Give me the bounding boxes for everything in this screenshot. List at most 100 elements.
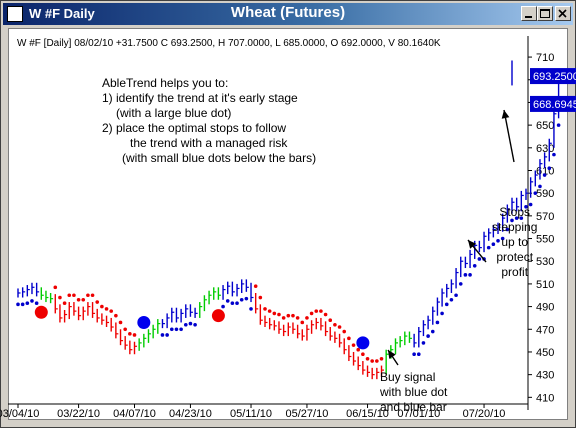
stop-dot [132, 333, 137, 337]
stop-dot [193, 322, 197, 327]
stop-dot [412, 352, 416, 357]
x-tick-label: 07/20/10 [463, 408, 506, 420]
stop-dot [370, 359, 374, 363]
stop-dot [444, 302, 449, 307]
stops-callout-line: protect [496, 250, 534, 264]
stop-dot [533, 191, 538, 195]
buy-signal-callout: Buy signal with blue dot and blue bar [380, 370, 447, 415]
x-tick-label: 07/01/10 [397, 408, 440, 420]
y-tick-label: 710 [536, 52, 554, 64]
plot-area[interactable] [8, 28, 568, 420]
stop-dot [538, 184, 542, 189]
close-button[interactable] [555, 6, 571, 21]
y-tick-label: 590 [536, 188, 554, 200]
stop-dot [263, 307, 267, 311]
stops-callout-line: stepping [492, 220, 538, 234]
stop-dot [300, 320, 305, 325]
x-tick-label: 05/27/10 [286, 408, 329, 420]
y-tick-label: 510 [536, 279, 554, 291]
x-tick-label: 04/07/10 [113, 408, 156, 420]
stop-dot [491, 242, 496, 247]
stop-dot [58, 295, 62, 300]
y-tick-label: 410 [536, 392, 554, 404]
y-tick-label: 470 [536, 324, 554, 336]
stop-dot [20, 302, 25, 307]
stop-dot [183, 322, 188, 327]
stop-dot [258, 295, 263, 300]
stop-dot [514, 216, 519, 220]
stop-dot [30, 299, 34, 303]
chart-title: Wheat (Futures) [230, 4, 346, 21]
app-icon [7, 6, 23, 22]
stop-dot [542, 173, 547, 177]
stop-dot [128, 332, 132, 336]
stop-dot [496, 239, 500, 243]
sell-signal-dot [211, 309, 225, 323]
note-line-1: 1) identify the trend at it's early stag… [102, 91, 298, 105]
stop-dot [100, 304, 104, 309]
stop-dot [552, 152, 556, 157]
note-line-3: 2) place the optimal stops to follow [102, 121, 287, 135]
stop-arrow-upper-head [501, 110, 510, 119]
buy-signal-dot [356, 336, 370, 350]
stop-dot [230, 301, 235, 305]
stop-dot [435, 320, 440, 325]
stop-arrow-upper [503, 109, 515, 163]
stop-arrow-lower-head [468, 240, 477, 249]
stop-dot [86, 293, 90, 298]
minimize-button[interactable] [521, 6, 537, 21]
buy-callout-line: and blue bar [380, 400, 447, 414]
maximize-icon [540, 9, 550, 18]
stop-dot [174, 327, 179, 332]
stop-dot [81, 297, 86, 302]
note-line-4: the trend with a managed risk [130, 136, 288, 150]
quote-info-line: W #F [Daily] 08/02/10 +31.7500 C 693.250… [17, 38, 441, 49]
stop-dot [95, 300, 100, 304]
stop-dot [333, 322, 337, 327]
stop-dot [342, 329, 347, 334]
stop-dot [272, 311, 277, 316]
stop-dot [221, 304, 225, 309]
stop-dot [328, 318, 333, 323]
stop-dot [295, 316, 300, 320]
y-tick-label: 650 [536, 120, 554, 132]
stop-dot [62, 301, 67, 305]
stops-callout-line: up to [501, 235, 529, 249]
stop-dot [291, 313, 295, 318]
buy-callout-line: Buy signal [380, 370, 436, 384]
stop-dot [123, 327, 127, 332]
stop-dot [528, 202, 533, 207]
stop-dot [486, 245, 491, 250]
stops-callout: Stops stepping up to protect profit [492, 205, 537, 280]
stop-dot [356, 347, 361, 352]
stop-dot [104, 307, 109, 311]
buy-callout-line: with blue dot [380, 385, 448, 399]
stop-dot [235, 301, 239, 305]
stop-dot [34, 301, 39, 305]
stop-price-label: 668.6945 [533, 99, 576, 111]
maximize-button[interactable] [537, 6, 553, 21]
stop-dot [454, 293, 458, 298]
stop-dot [267, 309, 272, 313]
stop-dot [25, 301, 30, 305]
stop-dot [426, 334, 430, 338]
title-bar[interactable]: W #F Daily Wheat (Futures) [3, 3, 573, 25]
stop-dot [500, 236, 505, 241]
stop-dot [16, 302, 20, 307]
stop-dot [249, 307, 253, 311]
x-tick-label: 05/11/10 [230, 408, 272, 420]
stop-dot [314, 309, 319, 313]
stop-dot [225, 299, 230, 303]
last-price-label: 693.2500 [533, 71, 576, 83]
stop-dot [472, 263, 477, 268]
buy-signal-arrow-head [388, 350, 396, 359]
stops-callout-line: Stops [499, 205, 531, 219]
y-tick-label: 490 [536, 302, 554, 314]
stop-dot [519, 216, 524, 220]
x-tick-label: 03/22/10 [57, 408, 100, 420]
stop-dot [114, 313, 118, 318]
stop-dot [169, 327, 174, 332]
stop-dot [72, 293, 76, 298]
